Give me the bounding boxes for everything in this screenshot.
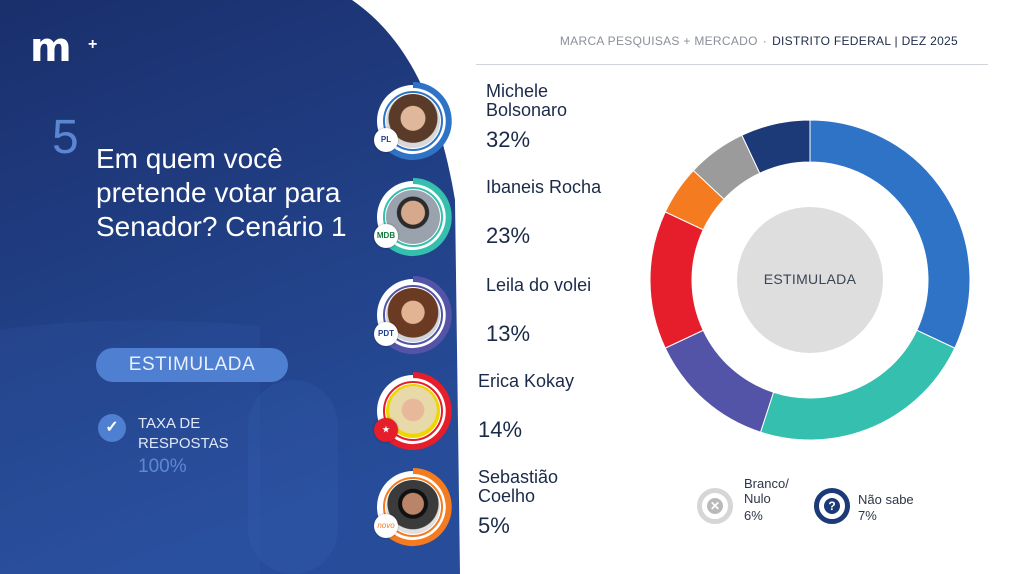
- party-badge-icon: ★: [374, 418, 398, 442]
- donut-center: [737, 207, 883, 353]
- donut-slice-6: [741, 119, 811, 174]
- question-icon: ?: [824, 498, 840, 514]
- source-header: MARCA PESQUISAS + MERCADO · DISTRITO FEDER…: [560, 34, 958, 48]
- party-badge-icon: PDT: [374, 322, 398, 346]
- branco-nulo-icon: ✕: [697, 488, 733, 524]
- source-name: MARCA PESQUISAS + MERCADO: [559, 34, 758, 48]
- estimulada-pill: ESTIMULADA: [96, 348, 288, 382]
- donut-slices: [649, 119, 971, 441]
- candidate-percent: 32%: [486, 127, 531, 152]
- brand-logo-plus: +: [88, 36, 98, 53]
- candidate-name: Leila do volei: [486, 275, 592, 295]
- candidate-name: Ibaneis Rocha: [486, 177, 602, 197]
- party-badge-icon: MDB: [374, 224, 398, 248]
- nao-sabe-icon: ?: [814, 488, 850, 524]
- candidate-percent: 23%: [486, 223, 531, 248]
- taxa-label: TAXA DE RESPOSTAS: [138, 415, 229, 452]
- taxa-value: 100%: [138, 456, 187, 477]
- branco-nulo-percent: 6%: [744, 508, 763, 523]
- check-icon: ✓: [98, 414, 126, 442]
- donut-slice-2: [664, 329, 775, 433]
- candidate-name: Michele Bolsonaro: [486, 81, 568, 120]
- nao-sabe-label: Não sabe: [858, 492, 914, 507]
- region-date: DISTRITO FEDERAL | DEZ 2025: [772, 34, 958, 48]
- nao-sabe-percent: 7%: [858, 508, 877, 523]
- question-number: 5: [52, 111, 79, 164]
- candidate-name: Erica Kokay: [478, 371, 575, 391]
- x-icon: ✕: [707, 498, 723, 514]
- question-title: Em quem você pretende votar para Senador…: [96, 143, 347, 242]
- donut-slice-3: [649, 211, 704, 349]
- candidate-name: Sebastião Coelho: [478, 467, 559, 506]
- candidate-card: PL Michele Bolsonaro 32%: [372, 80, 602, 162]
- party-badge-icon: novo: [374, 514, 398, 538]
- brand-logo: m: [30, 25, 72, 71]
- left-panel: m + 5 Em quem você pretende votar para S…: [0, 0, 470, 574]
- donut-chart: [649, 119, 971, 441]
- header-divider: [476, 64, 988, 65]
- candidate-card: novo Sebastião Coelho 5%: [372, 466, 602, 548]
- candidate-percent: 13%: [486, 321, 531, 346]
- candidate-card: MDB Ibaneis Rocha 23%: [372, 176, 602, 258]
- branco-nulo-label: Branco/ Nulo: [744, 476, 789, 506]
- source-separator: ·: [762, 34, 768, 48]
- candidate-percent: 14%: [478, 417, 523, 442]
- party-badge-icon: PL: [374, 128, 398, 152]
- candidate-percent: 5%: [478, 513, 510, 538]
- candidate-card: PDT Leila do volei 13%: [372, 274, 602, 356]
- candidate-card: ★ Erica Kokay 14%: [372, 370, 602, 452]
- donut-center-label: ESTIMULADA: [763, 271, 857, 287]
